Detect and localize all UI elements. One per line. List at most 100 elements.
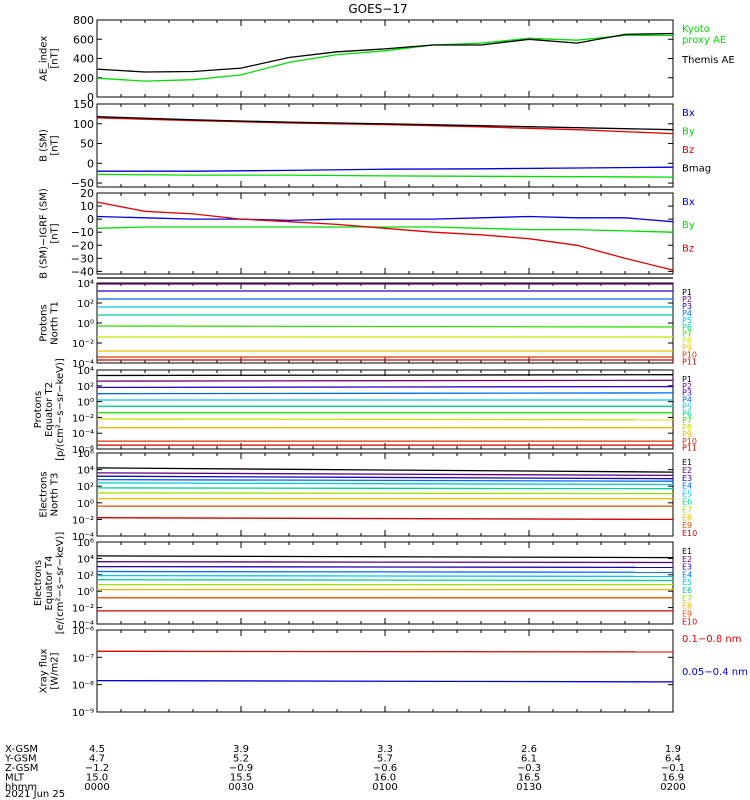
series-line-bz	[96, 201, 674, 271]
y-axis-label: Xray flux	[39, 649, 50, 694]
y-tick-label: 10⁴	[77, 279, 94, 290]
y-tick-label: 100	[73, 118, 94, 131]
legend-label: Themis AE	[681, 55, 735, 66]
y-tick-label: 10⁻⁶	[72, 626, 94, 637]
series-line-e10	[96, 517, 674, 521]
legend-label: P6	[682, 409, 692, 418]
legend-label: E1	[682, 458, 692, 467]
legend-label: Bz	[682, 243, 694, 254]
y-axis-label: North T3	[50, 473, 61, 517]
panel-frame	[96, 541, 674, 625]
y-tick-label: 20	[80, 187, 94, 200]
legend-label: E4	[682, 570, 692, 579]
y-tick-label: 10	[80, 200, 94, 213]
series-line-bx	[97, 166, 674, 172]
series-line-themis-ae	[96, 32, 674, 73]
y-axis-label: North T1	[50, 301, 61, 345]
legend-label: proxy AE	[682, 35, 726, 46]
legend-label: E6	[682, 498, 692, 507]
y-tick-label: 0	[87, 213, 94, 226]
legend-label: P7	[682, 330, 692, 339]
y-axis-label: B (SM)	[39, 129, 50, 162]
y-tick-label: −30	[71, 252, 94, 265]
legend-label: Bz	[682, 145, 694, 156]
panel-frame	[96, 629, 674, 713]
legend-label: E4	[682, 482, 692, 491]
y-tick-label: 10⁻⁴	[72, 620, 94, 631]
legend-label: P10	[682, 437, 697, 446]
legend-label: By	[682, 126, 695, 137]
y-tick-label: 10⁴	[77, 554, 94, 565]
legend-label: 0.1−0.8 nm	[682, 634, 741, 645]
y-axis-label: [p/(cm²−s−sr−keV)]	[55, 358, 66, 461]
legend-label: E8	[682, 602, 692, 611]
series-line-e3	[96, 475, 674, 480]
y-axis-label: Protons	[33, 391, 44, 428]
x-row-value: 5.2	[233, 754, 249, 765]
legend-label: E10	[682, 529, 697, 538]
y-axis-label: B (SM)−IGRF (SM)	[39, 188, 50, 279]
legend-label: P5	[682, 402, 692, 411]
y-tick-label: 200	[73, 72, 94, 85]
series-line-by	[96, 173, 674, 178]
legend-label: 0.05−0.4 nm	[682, 667, 748, 678]
legend-label: E5	[682, 578, 692, 587]
series-line-p7	[96, 325, 674, 328]
series-line-by	[96, 226, 674, 233]
legend-label: E2	[682, 466, 692, 475]
y-tick-label: 50	[80, 138, 94, 151]
panel-7: 10⁻⁴ 10⁻² 10⁰ 10² 10⁴ 10⁶ Electrons Equator T4[…	[33, 532, 697, 635]
legend-label: E10	[682, 617, 697, 626]
series-line-e1	[96, 555, 674, 559]
y-tick-label: 10²	[77, 299, 94, 310]
x-row-label: Z-GSM	[5, 763, 38, 774]
legend-label: Bx	[682, 108, 695, 119]
y-axis-label: [nT]	[50, 48, 61, 68]
y-tick-label: 10⁻⁶	[72, 445, 94, 456]
y-axis-label: [nT]	[50, 135, 61, 155]
x-row-value: −1.2	[85, 763, 109, 774]
y-tick-label: 400	[73, 53, 94, 66]
y-tick-label: 10²	[77, 382, 94, 393]
x-row-label: X-GSM	[5, 744, 38, 755]
legend-label: E3	[682, 563, 692, 572]
x-row-value: 16.0	[374, 773, 396, 784]
legend-label: E1	[682, 547, 692, 556]
x-row-value: 16.5	[518, 773, 540, 784]
y-tick-label: 10⁴	[77, 366, 94, 377]
series-line-p8	[96, 418, 674, 421]
series-line-kyoto-proxy-ae	[96, 34, 673, 82]
series-line-e4	[96, 478, 674, 482]
x-row-value: −0.3	[517, 763, 541, 774]
legend-label: P11	[682, 358, 697, 367]
y-tick-label: 10⁻⁷	[72, 653, 94, 664]
x-row-value: 2.6	[521, 744, 537, 755]
panel-frame	[96, 192, 674, 275]
legend-label: P3	[682, 389, 692, 398]
y-tick-label: −10	[71, 226, 94, 239]
x-row-value: 5.7	[377, 754, 393, 765]
y-tick-label: 10⁻²	[72, 413, 94, 424]
series-line-p4	[96, 392, 674, 395]
y-tick-label: 10⁻⁴	[72, 532, 94, 543]
x-row-value: 0100	[372, 782, 397, 793]
y-tick-label: 10⁰	[77, 499, 94, 510]
series-line-e6	[96, 487, 674, 490]
series-line-e4	[96, 570, 674, 573]
legend-label: E6	[682, 586, 692, 595]
x-row-value: 0130	[516, 782, 541, 793]
x-row-value: −0.9	[229, 763, 253, 774]
x-row-label: hhmm	[5, 782, 37, 793]
y-tick-label: −50	[71, 177, 94, 190]
y-axis-label: AE_index	[39, 36, 50, 82]
series-line-e3	[96, 565, 674, 569]
y-axis-label: Equator T4	[44, 556, 55, 611]
y-tick-label: 10²	[77, 571, 94, 582]
x-row-value: 4.7	[89, 754, 105, 765]
x-row-value: 4.5	[89, 744, 105, 755]
series-line-e5	[96, 482, 674, 486]
